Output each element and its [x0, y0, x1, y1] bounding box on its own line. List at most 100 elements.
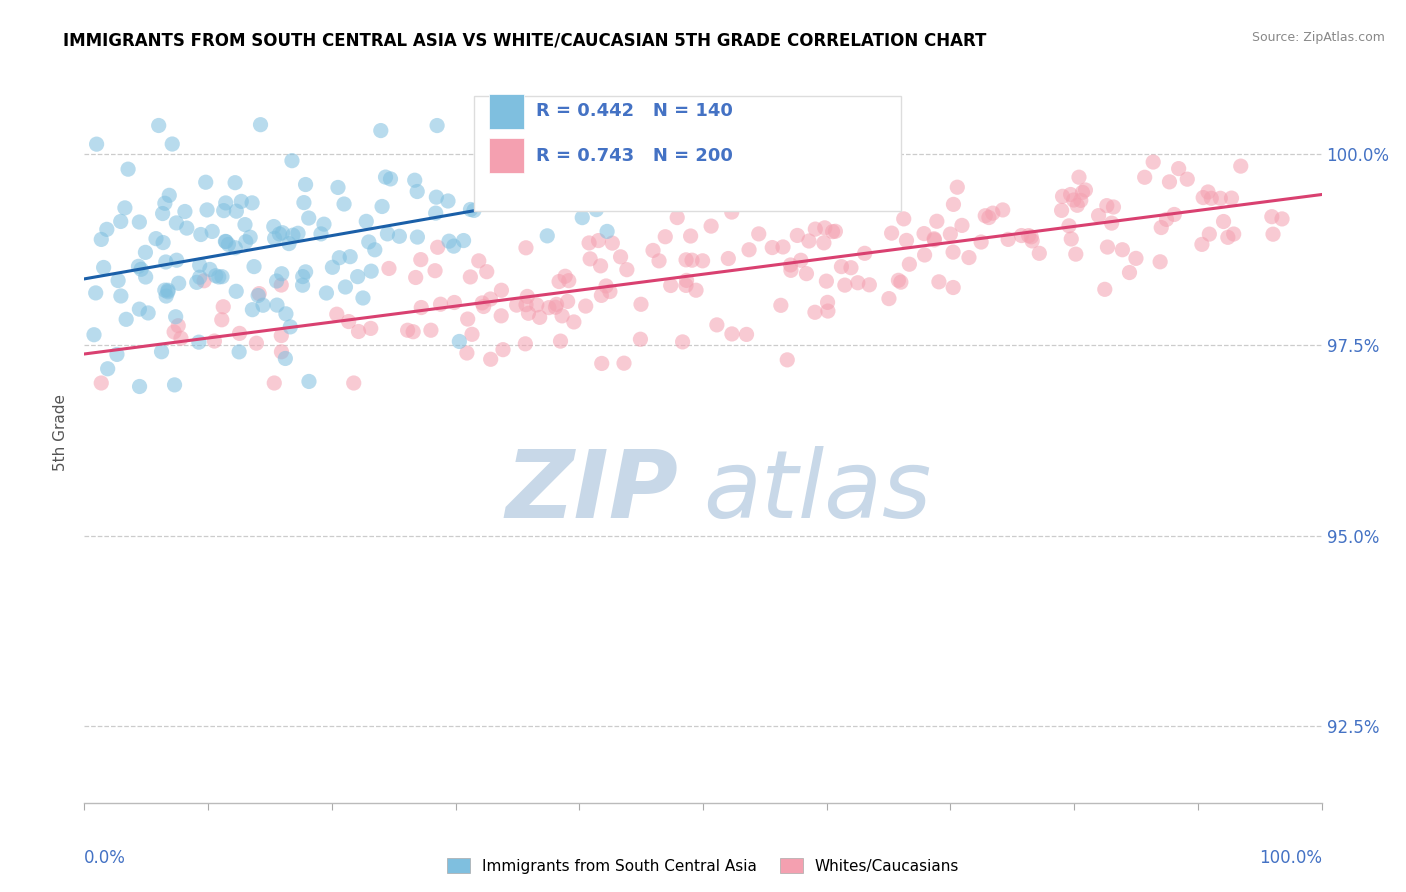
Point [858, 277, 880, 292]
Point [134, 245, 156, 260]
Point [1159, 175, 1181, 189]
Point [145, 232, 167, 246]
Point [337, 314, 360, 328]
Point [240, 195, 263, 210]
Point [914, 248, 936, 262]
Point [107, 274, 129, 288]
Point [588, 234, 610, 248]
Point [846, 276, 869, 290]
Point [575, 299, 598, 313]
Point [228, 326, 250, 341]
Point [471, 296, 494, 310]
FancyBboxPatch shape [474, 95, 901, 211]
Point [557, 294, 579, 309]
Point [924, 233, 946, 247]
Point [1052, 189, 1074, 203]
Point [423, 263, 446, 277]
Point [155, 255, 177, 269]
Point [97, 361, 120, 376]
Point [599, 136, 621, 150]
Point [797, 234, 820, 248]
Point [1094, 282, 1116, 296]
Text: R = 0.743   N = 200: R = 0.743 N = 200 [536, 146, 733, 165]
Point [1101, 216, 1123, 230]
Point [278, 319, 301, 334]
Text: ZIP: ZIP [505, 446, 678, 538]
Point [204, 268, 226, 283]
Point [388, 229, 411, 244]
Point [298, 375, 321, 389]
Point [515, 336, 537, 351]
Point [374, 170, 396, 185]
Point [195, 202, 218, 217]
Point [602, 236, 624, 251]
Point [271, 226, 294, 240]
Point [654, 229, 676, 244]
Point [460, 269, 482, 284]
Point [396, 323, 419, 337]
Point [212, 203, 235, 218]
Point [912, 227, 935, 241]
Point [492, 343, 515, 357]
Point [263, 231, 285, 245]
Point [628, 332, 651, 346]
Point [1028, 246, 1050, 260]
Point [443, 295, 465, 310]
Point [157, 188, 180, 202]
Point [188, 270, 211, 285]
Point [817, 304, 839, 318]
Point [877, 292, 900, 306]
Point [1167, 161, 1189, 176]
Point [409, 252, 432, 267]
FancyBboxPatch shape [489, 138, 523, 173]
Point [148, 119, 170, 133]
Point [648, 253, 671, 268]
Point [425, 190, 447, 204]
Point [675, 273, 697, 287]
Point [163, 377, 186, 392]
Point [214, 235, 236, 249]
Point [681, 253, 703, 268]
Point [472, 300, 495, 314]
Point [1261, 227, 1284, 242]
Point [453, 234, 475, 248]
Point [1064, 247, 1087, 261]
Point [1111, 243, 1133, 257]
Point [1198, 227, 1220, 241]
Point [970, 235, 993, 249]
Point [190, 227, 212, 242]
Point [270, 344, 292, 359]
Point [157, 283, 180, 297]
Point [721, 326, 744, 341]
Point [515, 241, 537, 255]
Point [357, 235, 380, 249]
Point [1156, 212, 1178, 227]
Point [834, 278, 856, 293]
Point [1192, 190, 1215, 204]
Point [224, 241, 246, 255]
Point [468, 253, 491, 268]
Point [152, 235, 174, 250]
Point [1212, 214, 1234, 228]
Point [463, 203, 485, 218]
Text: atlas: atlas [703, 446, 931, 537]
Point [233, 218, 256, 232]
Point [1163, 207, 1185, 221]
Point [821, 225, 844, 239]
Point [1057, 219, 1080, 233]
Point [609, 250, 631, 264]
Point [796, 267, 818, 281]
Point [1201, 191, 1223, 205]
Point [817, 295, 839, 310]
Point [772, 240, 794, 254]
Point [1216, 230, 1239, 244]
Point [315, 286, 337, 301]
Point [437, 234, 460, 248]
Point [748, 227, 770, 241]
Point [505, 298, 527, 312]
Point [1133, 170, 1156, 185]
Point [1019, 230, 1042, 244]
Point [922, 232, 945, 246]
Point [890, 275, 912, 289]
Point [974, 209, 997, 223]
